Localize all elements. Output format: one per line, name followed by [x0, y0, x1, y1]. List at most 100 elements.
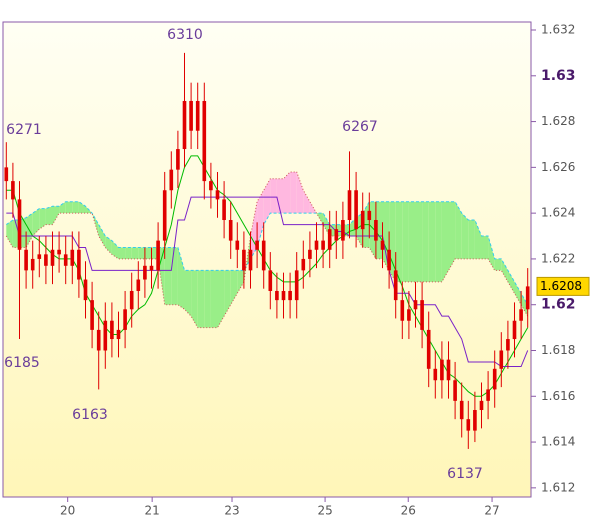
cloud-segment: [177, 247, 185, 310]
annotation: 6137: [447, 466, 483, 482]
candle-body: [308, 249, 312, 259]
candle-body: [70, 249, 75, 266]
y-tick-label: 1.614: [541, 435, 575, 449]
y-tick-label: 1.622: [541, 251, 575, 265]
last-price-box: [536, 276, 590, 296]
candle-body: [63, 254, 68, 266]
x-tick-label: 21: [145, 504, 160, 518]
cloud-segment: [78, 201, 86, 214]
y-tick-label: 1.628: [541, 114, 575, 128]
cloud-segment: [111, 240, 119, 259]
cloud-segment: [316, 213, 324, 225]
cloud-segment: [481, 236, 489, 259]
candle-body: [334, 229, 339, 241]
cloud-segment: [283, 171, 291, 214]
candle-body: [314, 240, 319, 250]
cloud-segment: [125, 247, 132, 259]
candle-body: [242, 249, 246, 271]
candle-body: [96, 329, 101, 351]
candle-body: [492, 368, 497, 390]
cloud-segment: [32, 208, 40, 237]
candle-body: [473, 410, 477, 431]
y-tick-label: 1.624: [541, 206, 575, 220]
candle-body: [90, 300, 94, 330]
candle-body: [506, 339, 510, 351]
plot-layer: [4, 52, 530, 449]
cloud-segment: [263, 178, 271, 225]
cloud-segment: [39, 208, 46, 230]
cloud-segment: [131, 247, 139, 259]
candle-body: [110, 320, 114, 340]
candle-body: [44, 254, 48, 266]
y-tick-label: 1.632: [541, 23, 575, 37]
candle-body: [176, 149, 180, 170]
cloud-segment: [441, 201, 449, 282]
cloud-segment: [422, 201, 429, 282]
candle-body: [440, 359, 444, 381]
candle-body: [24, 249, 28, 271]
cloud-segment: [415, 201, 423, 282]
candle-body: [407, 309, 411, 321]
cloud-segment: [237, 270, 244, 294]
candle-body: [275, 290, 279, 301]
cloud-segment: [197, 270, 205, 328]
cloud-segment: [521, 293, 528, 317]
candle-body: [129, 290, 134, 310]
cloud-segment: [6, 220, 13, 248]
cloud-segment: [395, 201, 403, 282]
candle-body: [420, 300, 424, 330]
candle-body: [261, 240, 266, 271]
x-tick-label: 26: [401, 504, 416, 518]
cloud-segment: [230, 270, 238, 305]
candle-body: [354, 190, 358, 230]
x-tick-label: 25: [317, 504, 332, 518]
candle-body: [162, 190, 167, 241]
candle-body: [426, 329, 431, 369]
candle-body: [268, 270, 273, 291]
candle-body: [11, 181, 15, 200]
candle-body: [50, 249, 55, 266]
candle-body: [341, 220, 345, 241]
annotation: 6163: [72, 407, 108, 423]
candle-body: [281, 290, 286, 301]
cloud-segment: [435, 201, 442, 282]
cloud-segment: [428, 201, 436, 282]
x-tick-label: 23: [224, 504, 239, 518]
cloud-segment: [72, 201, 79, 214]
cloud-segment: [105, 236, 112, 255]
last-price-label: 1.6208: [540, 279, 582, 293]
candle-body: [77, 249, 81, 280]
candle-body: [459, 400, 464, 420]
y-tick-label: 1.612: [541, 480, 575, 494]
cloud-segment: [501, 258, 508, 282]
cloud-segment: [98, 224, 106, 248]
candle-body: [347, 190, 352, 221]
candle-body: [453, 380, 457, 401]
cloud-segment: [402, 201, 409, 282]
cloud-segment: [270, 178, 277, 214]
candle-body: [83, 279, 88, 301]
candle-body: [182, 100, 187, 150]
candle-body: [479, 400, 484, 411]
candle-body: [215, 190, 220, 200]
cloud-segment: [118, 247, 126, 259]
cloud-segment: [257, 190, 264, 248]
candle-body: [156, 240, 160, 271]
candle-body: [235, 240, 240, 250]
candle-body: [466, 419, 471, 431]
y-tick-label: 1.626: [541, 160, 575, 174]
cloud-segment: [290, 171, 297, 214]
cloud-segment: [204, 270, 211, 328]
candle-body: [30, 258, 35, 271]
cloud-segment: [171, 247, 178, 305]
cloud-segment: [224, 270, 231, 317]
candle-body: [301, 258, 306, 271]
candle-body: [525, 286, 530, 310]
candle-body: [202, 100, 207, 182]
cloud-segment: [474, 220, 482, 259]
candle-body: [519, 309, 523, 321]
candle-body: [294, 270, 299, 301]
cloud-segment: [514, 281, 522, 305]
candle-body: [228, 220, 233, 241]
